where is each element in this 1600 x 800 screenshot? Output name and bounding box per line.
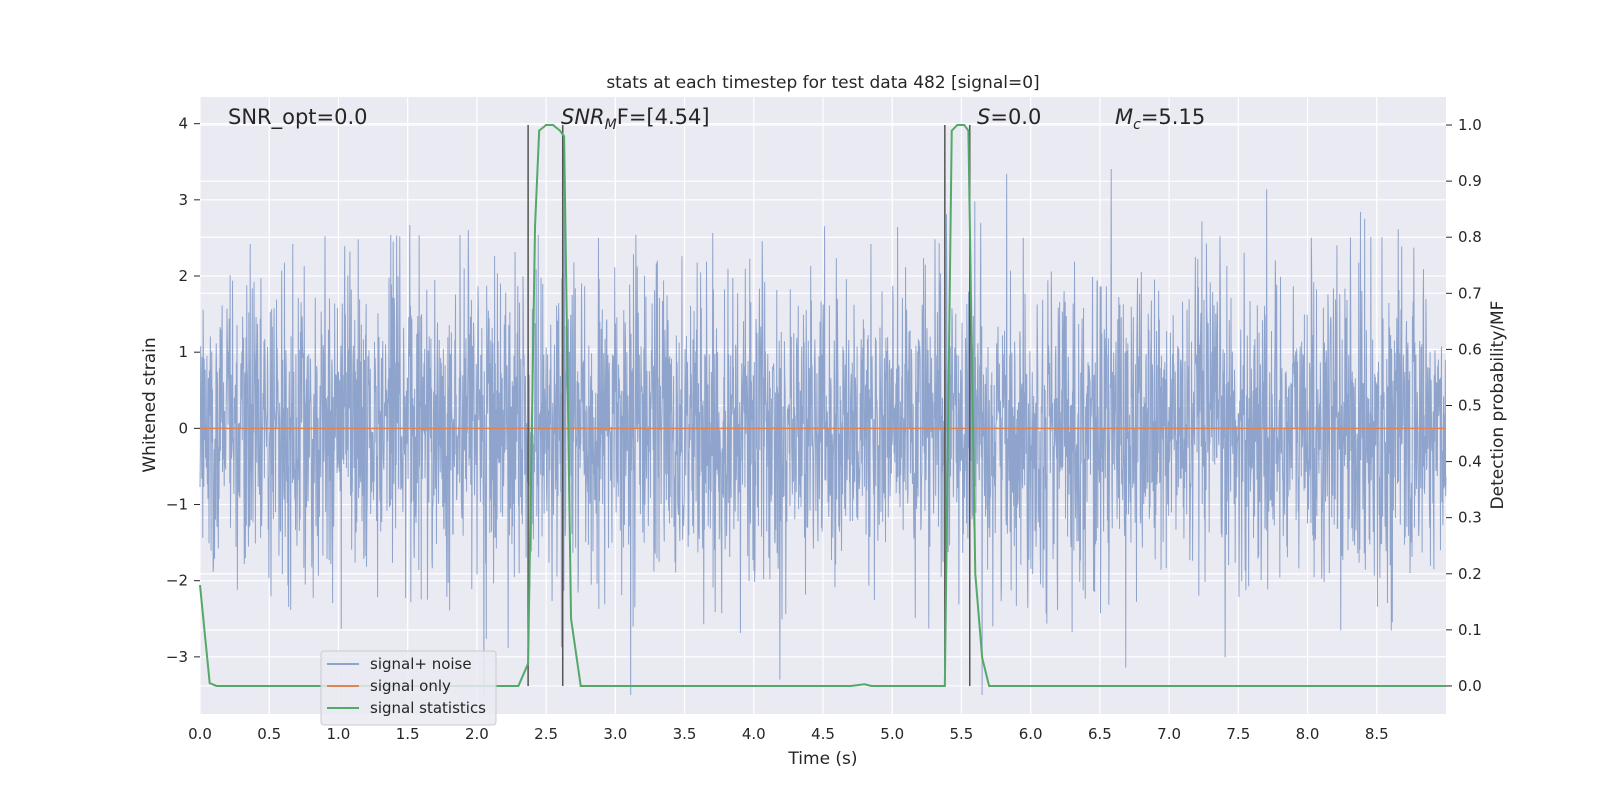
x-tick-label: 3.5	[673, 725, 697, 743]
y2-tick-label: 0.8	[1458, 228, 1482, 246]
y2-tick-label: 0.6	[1458, 340, 1482, 358]
legend-label-signal-only: signal only	[370, 677, 451, 695]
signal-statistics-series	[199, 124, 1446, 687]
y2-tick-label: 0.0	[1458, 677, 1482, 695]
y-tick-label: 0	[178, 419, 188, 437]
y2-tick-label: 0.4	[1458, 453, 1482, 471]
annotation-mc-rest: =5.15	[1141, 105, 1205, 129]
x-tick-label: 4.0	[742, 725, 766, 743]
signal-noise-line	[199, 159, 1447, 695]
x-tick-label: 8.5	[1365, 725, 1389, 743]
x-tick-label: 8.0	[1296, 725, 1320, 743]
x-tick-label: 2.5	[534, 725, 558, 743]
signal-statistics-line	[199, 124, 1446, 687]
annotation-snr-mf-base: SNR	[561, 105, 605, 129]
legend-label-signal-noise: signal+ noise	[370, 655, 472, 673]
y2-tick-label: 0.1	[1458, 621, 1482, 639]
y-axis-label: Whitened strain	[140, 337, 160, 472]
x-axis-ticks: 0.0 0.5 1.0 1.5 2.0 2.5 3.0 3.5 4.0 4.5 5.0 5.5 6.0 6…	[188, 725, 1389, 743]
y2-tick-label: 0.2	[1458, 565, 1482, 583]
x-tick-label: 4.5	[811, 725, 835, 743]
y2-tick-label: 0.5	[1458, 397, 1482, 415]
annotation-s: S=0.0	[977, 105, 1041, 129]
annotation-mc-base: M	[1115, 105, 1133, 129]
y-tick-label: 1	[178, 343, 188, 361]
legend-box	[320, 650, 497, 726]
annotation-mc-sub: c	[1133, 117, 1141, 133]
annotation-snr-mf: SNRMF=[4.54]	[561, 105, 710, 133]
x-axis-label: Time (s)	[787, 749, 857, 769]
x-tick-label: 6.5	[1088, 725, 1112, 743]
y-tick-label: −1	[166, 496, 188, 514]
y-tick-label: −3	[166, 648, 188, 666]
x-tick-label: 2.0	[465, 725, 489, 743]
y-tick-label: 4	[178, 115, 188, 133]
x-tick-label: 7.5	[1226, 725, 1250, 743]
x-tick-label: 5.5	[950, 725, 974, 743]
y2-tick-label: 0.3	[1458, 509, 1482, 527]
y-tick-label: 3	[178, 191, 188, 209]
x-tick-label: 5.0	[880, 725, 904, 743]
chart-title: stats at each timestep for test data 482…	[606, 73, 1039, 93]
y2-axis-label: Detection probability/MF	[1488, 301, 1508, 510]
x-tick-label: 7.0	[1157, 725, 1181, 743]
legend-label-signal-statistics: signal statistics	[370, 699, 486, 717]
x-tick-label: 1.0	[327, 725, 351, 743]
annotation-snr-opt: SNR_opt=0.0	[228, 105, 368, 130]
annotation-snr-mf-rest: F=[4.54]	[617, 105, 710, 129]
signal-noise-series	[199, 159, 1447, 695]
annotation-snr-mf-sub: M	[605, 117, 617, 133]
x-tick-label: 0.0	[188, 725, 212, 743]
annotation-mc: Mc=5.15	[1115, 105, 1205, 133]
x-tick-label: 3.0	[603, 725, 627, 743]
y2-tick-label: 0.7	[1458, 284, 1482, 302]
x-tick-label: 1.5	[396, 725, 420, 743]
y2-tick-label: 1.0	[1458, 116, 1482, 134]
x-tick-label: 0.5	[257, 725, 281, 743]
y-tick-label: 2	[178, 267, 188, 285]
annotation-s-sym: S	[977, 105, 990, 129]
y2-axis-ticks: 0.0 0.1 0.2 0.3 0.4 0.5 0.6 0.7 0.8 0.9 1.0	[1446, 116, 1482, 695]
y-axis-ticks: −3 −2 −1 0 1 2 3 4	[166, 115, 200, 666]
x-tick-label: 6.0	[1019, 725, 1043, 743]
y2-tick-label: 0.9	[1458, 172, 1482, 190]
annotation-s-rest: =0.0	[990, 105, 1041, 129]
y-tick-label: −2	[166, 572, 188, 590]
legend: signal+ noise signal only signal statist…	[320, 650, 497, 726]
